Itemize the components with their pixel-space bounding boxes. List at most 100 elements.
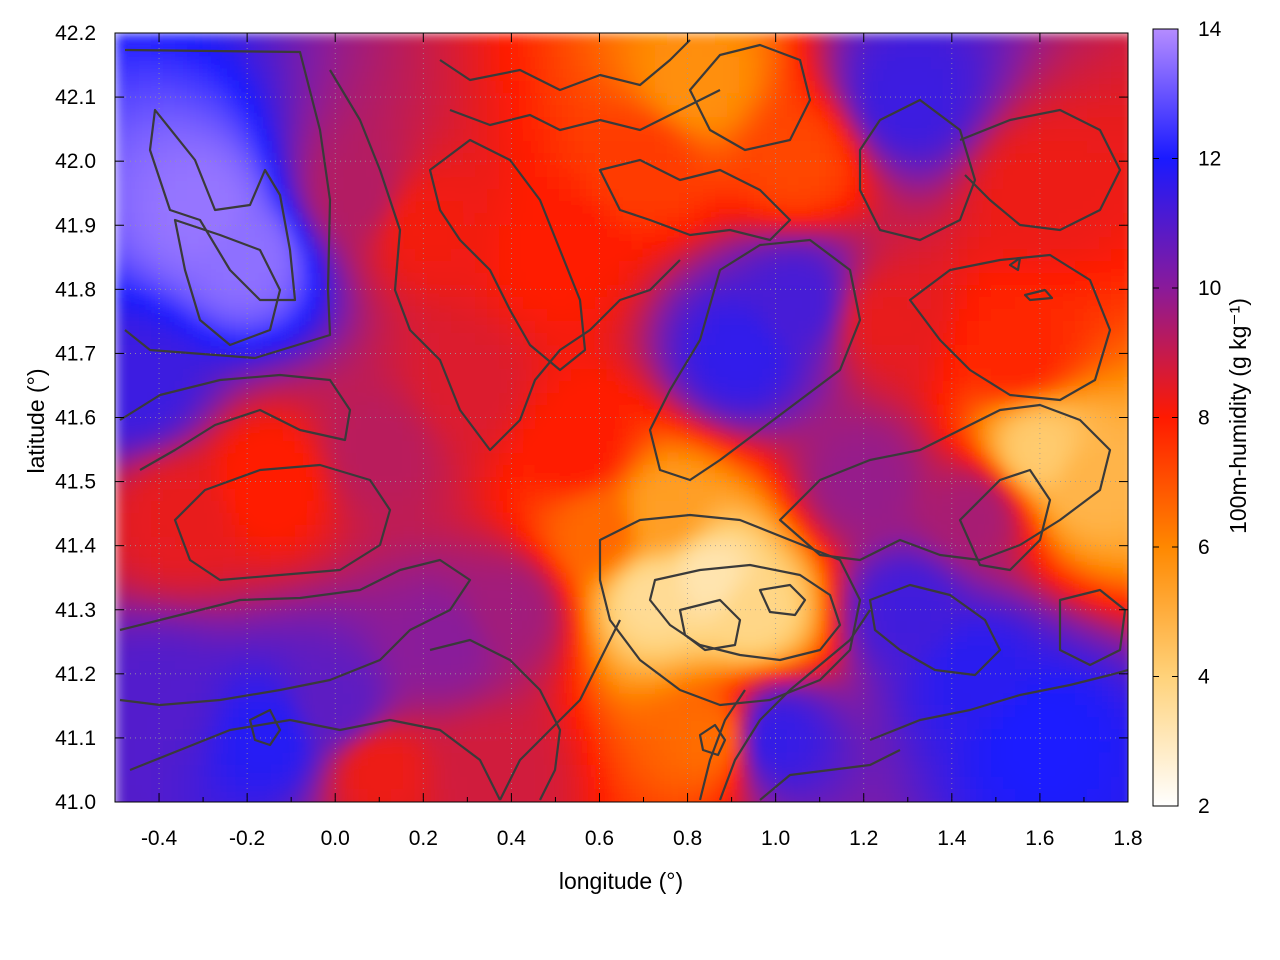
field-cell: [823, 681, 836, 694]
field-cell: [1051, 153, 1064, 166]
field-cell: [763, 309, 776, 322]
field-cell: [871, 297, 884, 310]
field-cell: [943, 585, 956, 598]
field-cell: [1039, 717, 1052, 730]
field-cell: [331, 357, 344, 370]
field-cell: [955, 381, 968, 394]
field-cell: [1123, 669, 1128, 682]
field-cell: [751, 729, 764, 742]
field-cell: [919, 333, 932, 346]
field-cell: [151, 657, 164, 670]
field-cell: [427, 729, 440, 742]
field-cell: [151, 501, 164, 514]
field-cell: [619, 141, 632, 154]
field-cell: [751, 705, 764, 718]
field-cell: [823, 729, 836, 742]
field-cell: [259, 57, 272, 70]
field-cell: [775, 321, 788, 334]
field-cell: [895, 57, 908, 70]
field-cell: [331, 33, 344, 46]
field-cell: [835, 621, 848, 634]
field-cell: [799, 417, 812, 430]
field-cell: [883, 165, 896, 178]
field-cell: [271, 585, 284, 598]
field-cell: [739, 405, 752, 418]
field-cell: [679, 729, 692, 742]
field-cell: [883, 429, 896, 442]
field-cell: [655, 333, 668, 346]
field-cell: [667, 213, 680, 226]
field-cell: [1111, 321, 1124, 334]
field-cell: [499, 693, 512, 706]
field-cell: [523, 321, 536, 334]
field-cell: [823, 417, 836, 430]
field-cell: [655, 417, 668, 430]
field-cell: [259, 273, 272, 286]
field-cell: [595, 729, 608, 742]
field-cell: [331, 213, 344, 226]
field-cell: [127, 465, 140, 478]
field-cell: [859, 237, 872, 250]
field-cell: [859, 573, 872, 586]
field-cell: [811, 393, 824, 406]
field-cell: [271, 453, 284, 466]
field-cell: [187, 201, 200, 214]
field-cell: [343, 621, 356, 634]
field-cell: [295, 189, 308, 202]
field-cell: [667, 525, 680, 538]
field-cell: [739, 633, 752, 646]
field-cell: [499, 237, 512, 250]
field-cell: [655, 477, 668, 490]
field-cell: [283, 717, 296, 730]
field-cell: [247, 513, 260, 526]
field-cell: [895, 177, 908, 190]
field-cell: [1051, 465, 1064, 478]
field-cell: [679, 645, 692, 658]
field-cell: [211, 81, 224, 94]
field-cell: [715, 633, 728, 646]
field-cell: [595, 537, 608, 550]
field-cell: [727, 501, 740, 514]
field-cell: [535, 429, 548, 442]
field-cell: [523, 273, 536, 286]
field-cell: [1039, 201, 1052, 214]
field-cell: [955, 45, 968, 58]
field-cell: [463, 429, 476, 442]
field-cell: [499, 621, 512, 634]
field-cell: [943, 141, 956, 154]
field-cell: [319, 81, 332, 94]
field-cell: [835, 141, 848, 154]
field-cell: [331, 657, 344, 670]
field-cell: [295, 309, 308, 322]
field-cell: [1111, 273, 1124, 286]
field-cell: [355, 333, 368, 346]
field-cell: [655, 285, 668, 298]
field-cell: [811, 273, 824, 286]
field-cell: [307, 57, 320, 70]
field-cell: [643, 273, 656, 286]
field-cell: [799, 33, 812, 46]
field-cell: [979, 501, 992, 514]
field-cell: [211, 381, 224, 394]
field-cell: [1015, 453, 1028, 466]
field-cell: [847, 165, 860, 178]
field-cell: [1027, 513, 1040, 526]
field-cell: [823, 357, 836, 370]
field-cell: [943, 153, 956, 166]
field-cell: [451, 645, 464, 658]
field-cell: [583, 549, 596, 562]
field-cell: [1039, 549, 1052, 562]
field-cell: [1123, 93, 1128, 106]
field-cell: [1027, 645, 1040, 658]
field-cell: [751, 249, 764, 262]
field-cell: [115, 441, 128, 454]
field-cell: [439, 45, 452, 58]
field-cell: [787, 333, 800, 346]
field-cell: [691, 681, 704, 694]
field-cell: [319, 441, 332, 454]
field-cell: [247, 525, 260, 538]
field-cell: [223, 609, 236, 622]
field-cell: [1123, 525, 1128, 538]
field-cell: [1039, 621, 1052, 634]
field-cell: [715, 381, 728, 394]
